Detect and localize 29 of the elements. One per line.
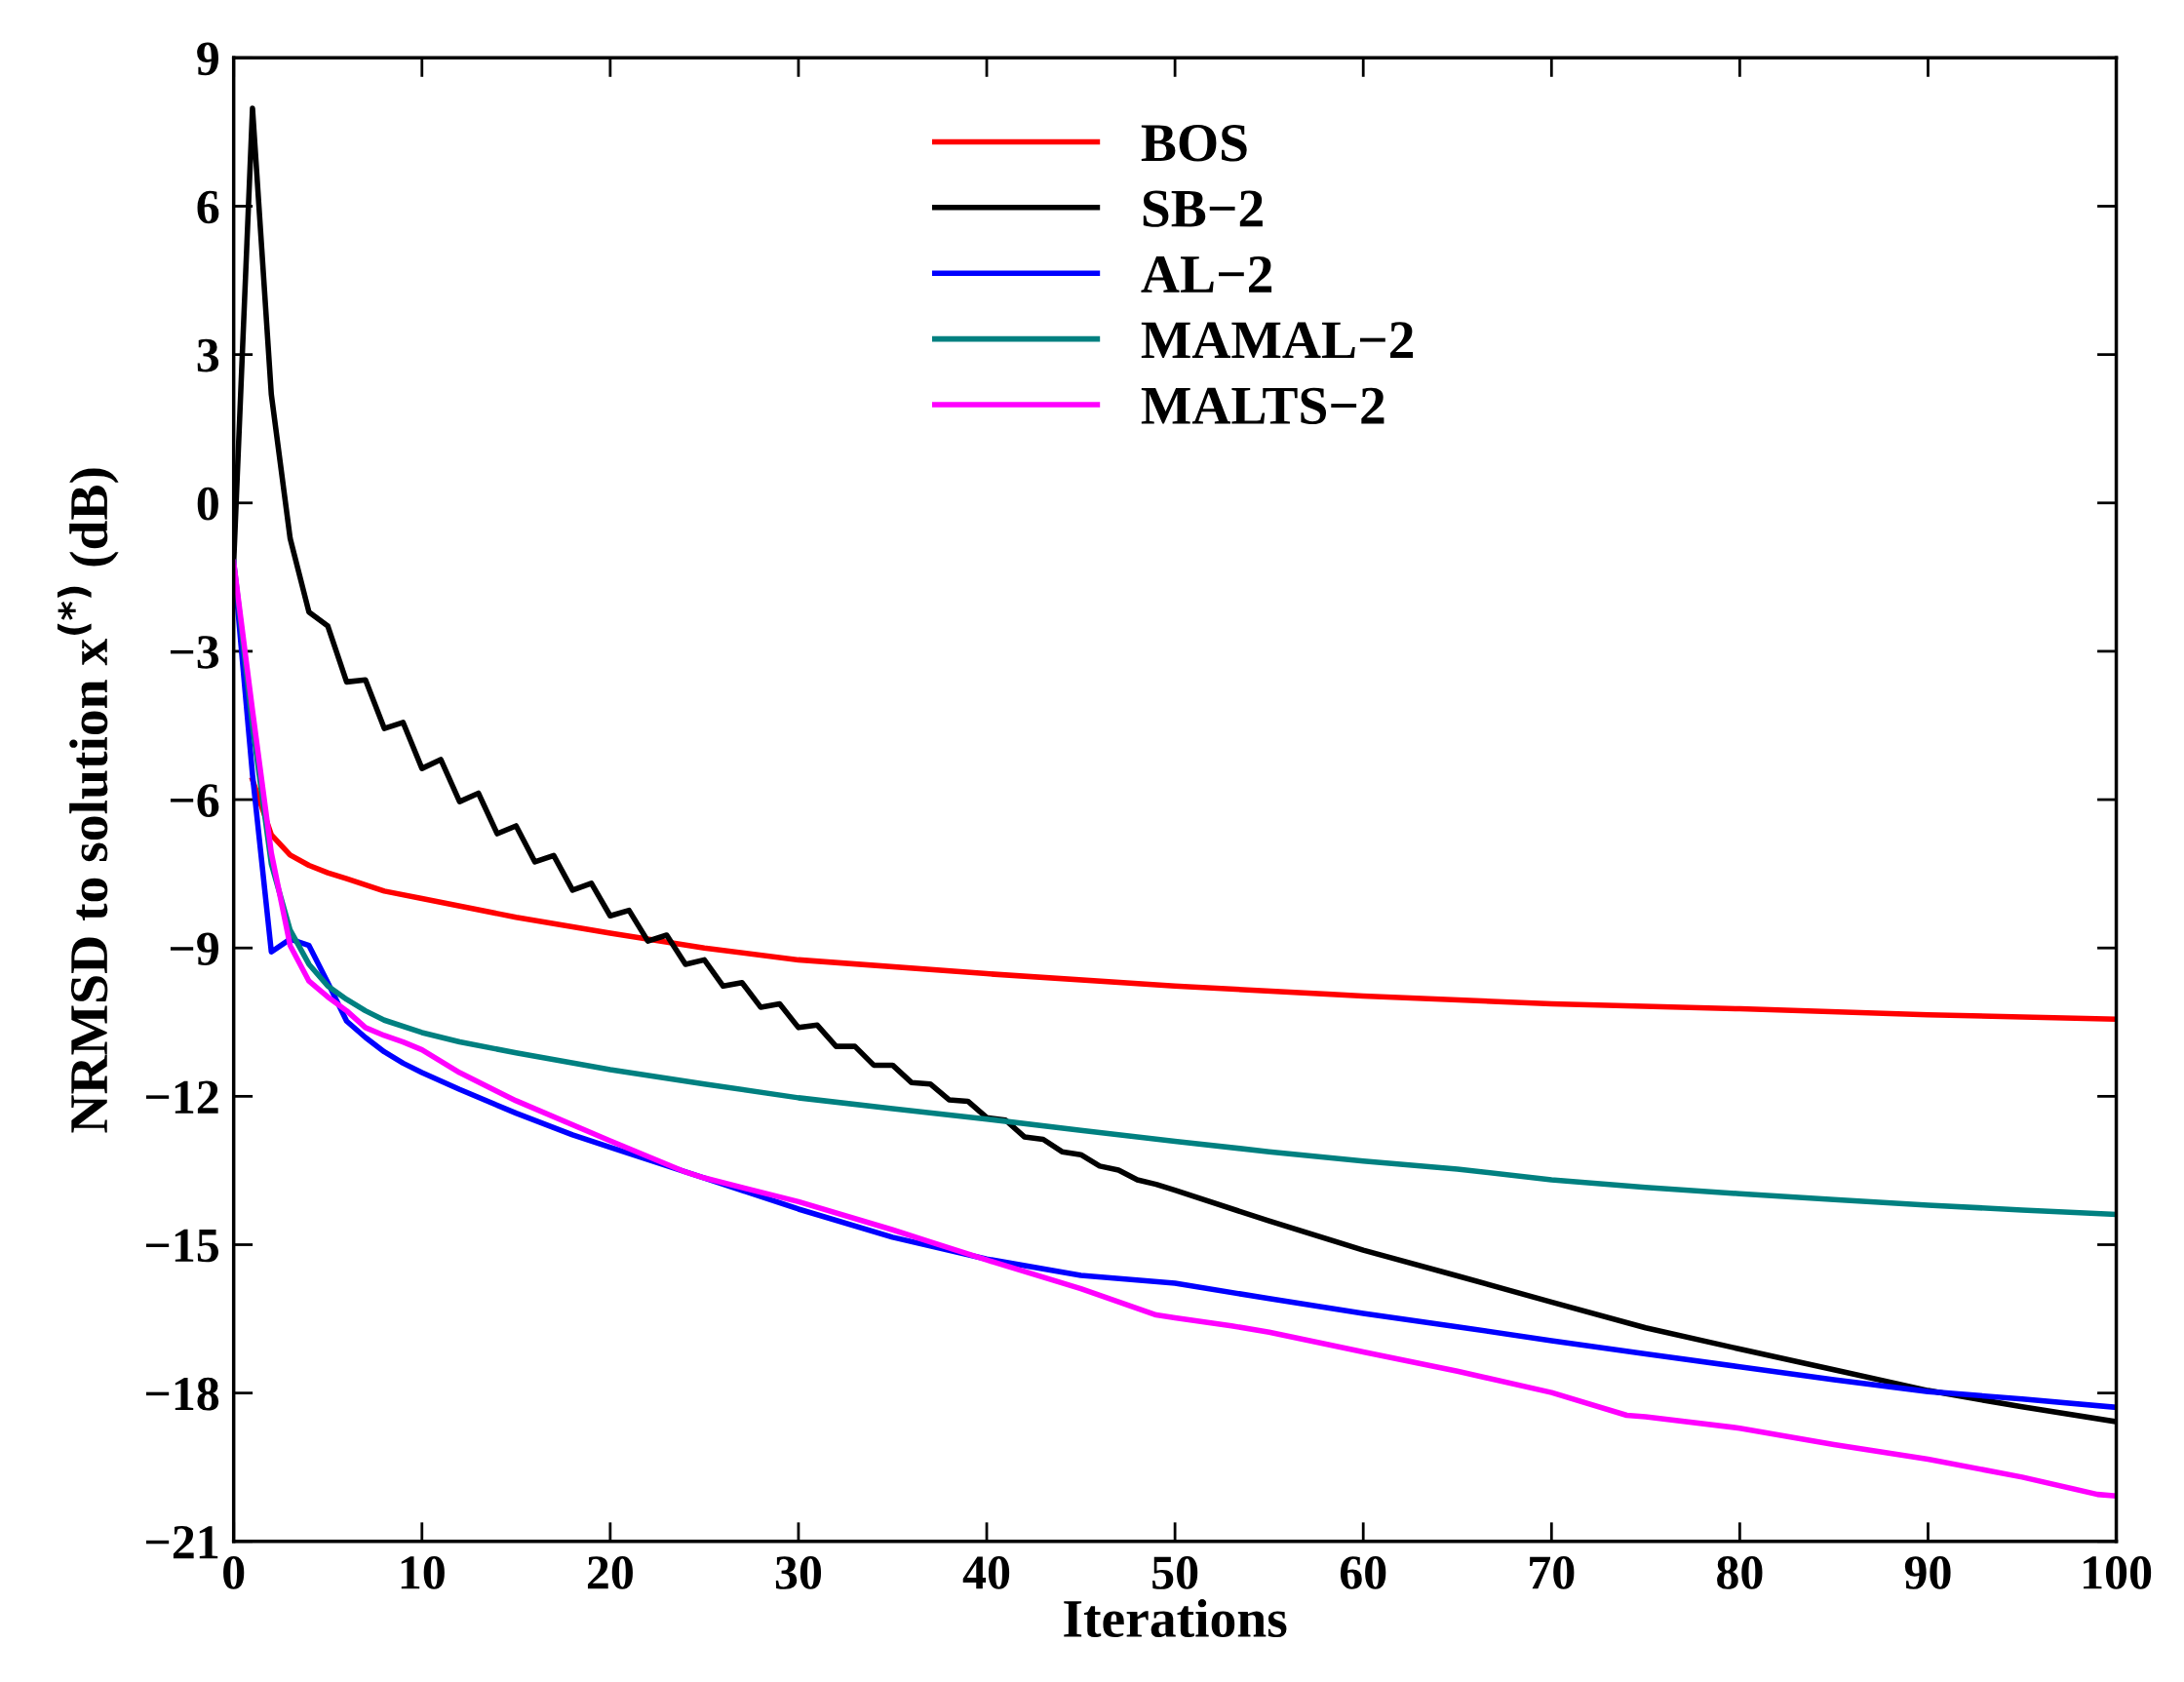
x-tick-label: 30 [775,1556,822,1589]
y-tick-label: −18 [145,1377,219,1411]
y-tick-label: −21 [145,1526,218,1559]
y-tick-label: 3 [197,338,219,372]
x-tick-label: 0 [223,1556,245,1589]
x-tick-label: 40 [962,1556,1010,1589]
y-tick-label: −3 [170,636,219,669]
x-axis-title: Iterations [1064,1599,1287,1638]
y-tick-label: 0 [197,487,218,521]
y-tick-label: −12 [145,1080,218,1114]
x-tick-label: 20 [587,1556,633,1589]
x-tick-label: 60 [1340,1556,1386,1589]
legend-label: MAMAL−2 [1141,322,1414,359]
x-tick-label: 70 [1530,1556,1575,1589]
legend-label: BOS [1141,125,1247,162]
y-tick-label: −6 [170,784,219,817]
y-tick-label: −15 [145,1229,218,1263]
legend-label: MALTS−2 [1141,387,1384,424]
legend-label: SB−2 [1143,190,1263,227]
x-tick-label: 100 [2084,1556,2152,1589]
y-tick-label: 6 [197,190,219,224]
x-tick-label: 10 [401,1556,445,1589]
y-axis-title: NRMSD to solution x$^{(*)}$ (dB) [57,468,119,1133]
y-tick-label: 9 [197,42,218,76]
x-tick-label: 80 [1717,1556,1763,1589]
y-tick-label: −9 [170,932,218,966]
x-tick-label: 90 [1904,1556,1951,1589]
legend-label: AL−2 [1141,255,1272,293]
x-tick-label: 50 [1152,1556,1198,1589]
